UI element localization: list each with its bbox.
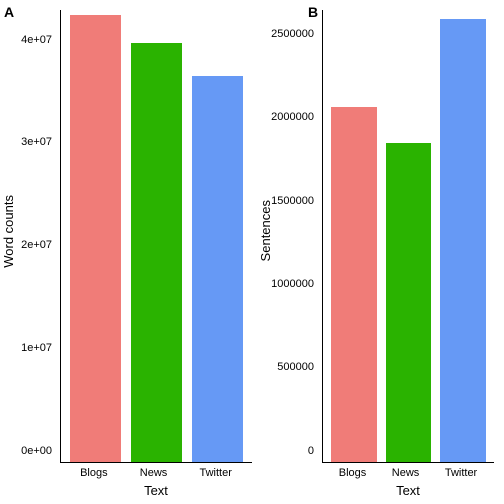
panel-a-xlabel: Text bbox=[60, 483, 252, 498]
panel-b-xticks: Blogs News Twitter bbox=[322, 467, 494, 479]
panel-a-label: A bbox=[4, 4, 14, 20]
bar-blogs-b bbox=[331, 107, 377, 462]
panel-a-yticks: 4e+07 3e+07 2e+07 1e+07 0e+00 bbox=[16, 0, 60, 504]
panel-b: B Sentences 2500000 2000000 1500000 1000… bbox=[258, 0, 504, 504]
bar-twitter-b bbox=[440, 19, 486, 462]
panel-a-ylabel: Word counts bbox=[1, 195, 16, 268]
bar-news-a bbox=[131, 43, 182, 462]
bar-blogs-a bbox=[70, 15, 121, 462]
panel-a-xticks: Blogs News Twitter bbox=[60, 467, 252, 479]
panel-b-plot bbox=[322, 10, 494, 463]
panel-a: A Word counts 4e+07 3e+07 2e+07 1e+07 0e… bbox=[0, 0, 258, 504]
panel-a-plot bbox=[60, 10, 252, 463]
panel-b-bars bbox=[323, 10, 494, 462]
panel-b-xlabel: Text bbox=[322, 483, 494, 498]
bar-news-b bbox=[386, 143, 432, 462]
panel-a-bars bbox=[61, 10, 252, 462]
panel-b-ylabel: Sentences bbox=[258, 200, 273, 261]
figure: A Word counts 4e+07 3e+07 2e+07 1e+07 0e… bbox=[0, 0, 504, 504]
bar-twitter-a bbox=[192, 76, 243, 462]
panel-b-yticks: 2500000 2000000 1500000 1000000 500000 0 bbox=[272, 0, 322, 504]
